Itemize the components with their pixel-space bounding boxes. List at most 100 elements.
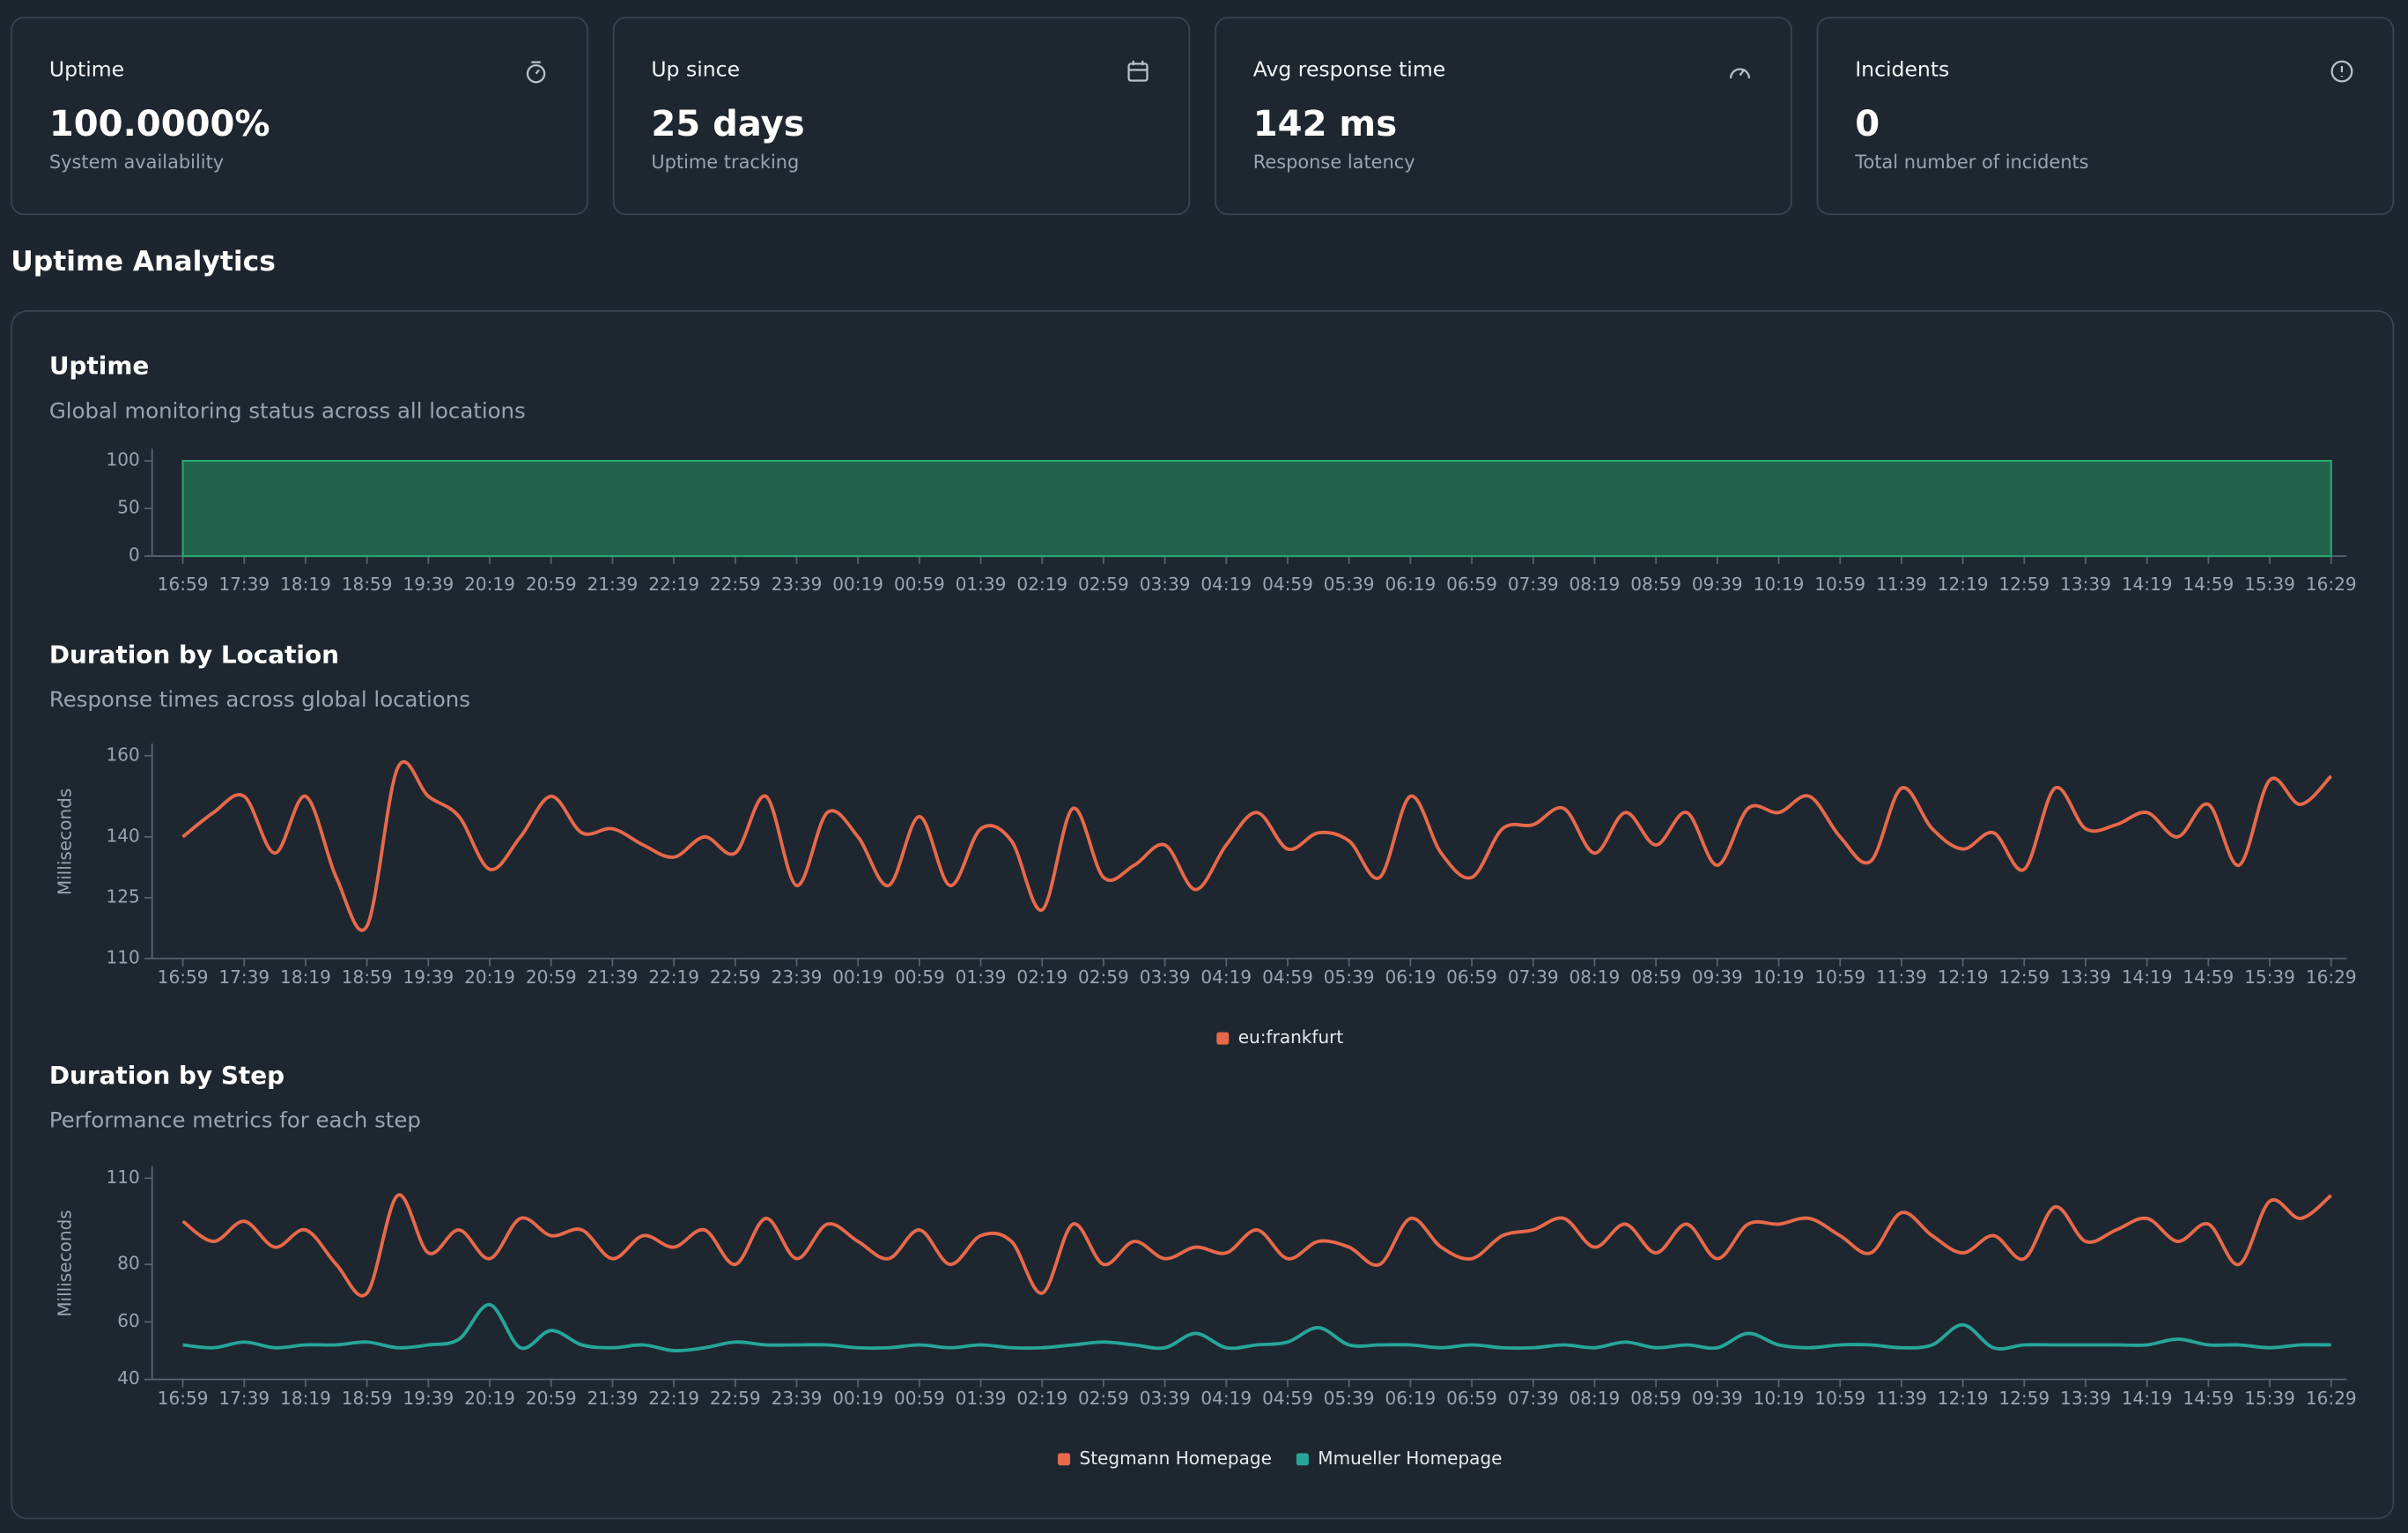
- x-tick-label: 14:59: [2183, 1388, 2234, 1409]
- x-tick-label: 10:19: [1754, 966, 1805, 988]
- timer-icon: [526, 61, 546, 84]
- x-tick-label: 16:59: [158, 1388, 209, 1409]
- x-tick-label: 13:39: [2060, 966, 2111, 988]
- card-label: Avg response time: [1253, 57, 1445, 82]
- card: [11, 17, 588, 216]
- x-tick-label: 23:39: [772, 1388, 823, 1409]
- y-tick-label: 100: [106, 449, 139, 470]
- card-caption: Uptime tracking: [651, 152, 799, 173]
- x-tick-label: 06:19: [1385, 966, 1436, 988]
- x-tick-label: 06:19: [1385, 1388, 1436, 1409]
- x-tick-label: 10:59: [1814, 1388, 1865, 1409]
- x-tick-label: 04:59: [1262, 574, 1313, 595]
- x-tick-label: 07:39: [1508, 966, 1559, 988]
- area: [181, 459, 2332, 558]
- x-tick-label: 19:39: [403, 574, 454, 595]
- x-tick-label: 00:59: [894, 574, 945, 595]
- y-tick-label: 60: [117, 1310, 140, 1331]
- chart: Duration by Step Performance metrics for …: [49, 1061, 2357, 1469]
- legend-label: Mmueller Homepage: [1318, 1448, 1502, 1469]
- x-tick-label: 17:39: [218, 1388, 270, 1409]
- card-value: 0: [1855, 104, 1880, 144]
- chart: Uptime Global monitoring status across al…: [49, 352, 2357, 595]
- gauge-icon: [1729, 68, 1751, 79]
- x-tick-label: 03:39: [1140, 966, 1191, 988]
- x-tick-label: 05:39: [1324, 1388, 1375, 1409]
- x-tick-label: 01:39: [956, 966, 1007, 988]
- x-tick-label: 15:39: [2244, 966, 2295, 988]
- x-tick-label: 00:19: [832, 1388, 883, 1409]
- x-tick-label: 00:59: [894, 1388, 945, 1409]
- y-tick-label: 40: [117, 1367, 140, 1389]
- x-tick-label: 00:19: [832, 574, 883, 595]
- x-tick-label: 18:59: [342, 1388, 393, 1409]
- x-tick-label: 22:59: [710, 574, 761, 595]
- card-value: 25 days: [651, 104, 804, 144]
- x-tick-label: 11:39: [1876, 966, 1927, 988]
- x-tick-label: 08:59: [1630, 574, 1681, 595]
- x-tick-label: 22:19: [648, 574, 699, 595]
- card-label: Uptime: [49, 57, 124, 82]
- x-tick-label: 08:19: [1570, 574, 1621, 595]
- x-tick-label: 16:29: [2306, 574, 2357, 595]
- x-tick-label: 05:39: [1324, 966, 1375, 988]
- legend: eu:frankfurt: [1216, 1026, 1343, 1048]
- x-tick-label: 09:39: [1692, 574, 1743, 595]
- x-tick-label: 00:19: [832, 966, 883, 988]
- card: [612, 17, 1191, 216]
- x-tick-label: 02:59: [1078, 574, 1129, 595]
- x-tick-label: 14:19: [2122, 574, 2173, 595]
- x-tick-label: 13:39: [2060, 574, 2111, 595]
- x-tick-label: 22:59: [710, 1388, 761, 1409]
- card: [1215, 17, 1792, 216]
- x-tick-label: 09:39: [1692, 966, 1743, 988]
- x-tick-label: 20:59: [526, 574, 577, 595]
- x-tick-label: 02:19: [1016, 966, 1067, 988]
- x-tick-label: 14:59: [2183, 966, 2234, 988]
- card-label: Up since: [651, 57, 740, 82]
- legend: Stegmann Homepage Mmueller Homepage: [1058, 1448, 1503, 1469]
- x-tick-label: 16:59: [158, 966, 209, 988]
- x-tick-label: 17:39: [218, 574, 270, 595]
- y-axis-label: Milliseconds: [55, 1210, 76, 1317]
- y-tick-label: 0: [129, 544, 140, 566]
- x-tick-label: 04:19: [1200, 1388, 1252, 1409]
- x-tick-label: 16:59: [158, 574, 209, 595]
- card-caption: Response latency: [1253, 152, 1415, 173]
- alert-icon: [2330, 60, 2353, 83]
- x-tick-label: 04:19: [1200, 574, 1252, 595]
- x-tick-label: 22:19: [648, 1388, 699, 1409]
- x-tick-label: 10:59: [1814, 966, 1865, 988]
- x-tick-label: 10:19: [1754, 1388, 1805, 1409]
- legend-label: Stegmann Homepage: [1079, 1448, 1272, 1469]
- x-tick-label: 11:39: [1876, 574, 1927, 595]
- x-tick-label: 12:19: [1938, 966, 1989, 988]
- x-tick-label: 12:19: [1938, 574, 1989, 595]
- x-tick-label: 02:19: [1016, 1388, 1067, 1409]
- section-title: Uptime Analytics: [11, 246, 276, 278]
- y-tick-label: 110: [106, 1166, 139, 1188]
- x-tick-label: 19:39: [403, 1388, 454, 1409]
- x-tick-label: 06:59: [1446, 1388, 1497, 1409]
- x-tick-label: 02:59: [1078, 966, 1129, 988]
- x-tick-label: 21:39: [587, 574, 639, 595]
- x-tick-label: 16:29: [2306, 1388, 2357, 1409]
- x-tick-label: 23:39: [772, 574, 823, 595]
- chart: Duration by Location Response times acros…: [49, 640, 2357, 1048]
- x-tick-label: 12:19: [1938, 1388, 1989, 1409]
- y-tick-label: 140: [106, 825, 139, 846]
- x-tick-label: 21:39: [587, 1388, 639, 1409]
- x-tick-label: 04:59: [1262, 966, 1313, 988]
- card-label: Incidents: [1855, 57, 1949, 82]
- x-tick-label: 08:19: [1570, 966, 1621, 988]
- x-tick-label: 20:19: [464, 574, 515, 595]
- x-tick-label: 07:39: [1508, 1388, 1559, 1409]
- x-tick-label: 15:39: [2244, 1388, 2295, 1409]
- legend-swatch: [1216, 1032, 1230, 1045]
- x-tick-label: 03:39: [1140, 574, 1191, 595]
- x-tick-label: 12:59: [1998, 574, 2050, 595]
- card-caption: Total number of incidents: [1854, 152, 2088, 173]
- y-tick-label: 50: [117, 497, 140, 518]
- x-tick-label: 06:19: [1385, 574, 1436, 595]
